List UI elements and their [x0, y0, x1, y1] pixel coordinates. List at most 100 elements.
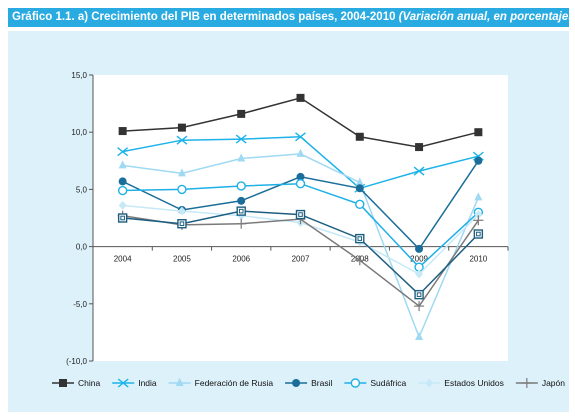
y-tick-label: 5,0 [76, 185, 88, 194]
series-federacion-de-rusia [118, 148, 483, 340]
legend-label: Sudáfrica [370, 378, 406, 388]
data-point-china [237, 109, 246, 118]
legend-label: Estados Unidos [444, 378, 504, 388]
data-point-estados-unidos [177, 206, 186, 216]
legend-marker [117, 378, 129, 388]
marker-inner [357, 236, 363, 241]
marker-stroke [117, 378, 129, 388]
data-point-india [413, 166, 425, 176]
data-point-federacion-de-rusia [177, 168, 186, 177]
data-point-brasil [415, 244, 424, 253]
data-point-sudafrica [117, 185, 128, 196]
legend-item-sudafrica: Sudáfrica [344, 378, 407, 388]
data-point-ue [355, 233, 365, 244]
marker-inner [238, 208, 244, 214]
data-point-federacion-de-rusia [474, 192, 483, 201]
marker-stroke [117, 147, 129, 157]
legend-item-india: India [112, 378, 157, 388]
figure-title-main: Gráfico 1.1. a) Crecimiento del PIB en d… [12, 11, 396, 23]
data-point-japon [414, 301, 425, 312]
legend-label: Federación de Rusia [195, 378, 274, 388]
legend-item-federacion-de-rusia: Federación de Rusia [168, 378, 274, 388]
data-point-ue [473, 229, 484, 239]
gdp-growth-line-chart: 15,0 10,0 5,0 0,0 -5,0 (-10,0 2004 2005 2006 2007… [52, 71, 565, 388]
y-tick-label: -5,0 [73, 300, 87, 309]
marker-stroke [413, 166, 425, 176]
marker-outer [414, 289, 424, 300]
x-tick-label: 2007 [292, 255, 310, 264]
marker-stroke [176, 135, 188, 145]
marker-stroke [235, 134, 247, 144]
y-tick-label: (-10,0 [66, 357, 87, 366]
data-point-china [355, 132, 364, 141]
y-tick-label: 0,0 [76, 243, 88, 252]
y-tick-label: 10,0 [71, 128, 87, 137]
legend-item-estados-unidos: Estados Unidos [418, 378, 504, 388]
series-layer [117, 93, 484, 340]
marker-outer [473, 229, 484, 239]
axes-layer: 15,0 10,0 5,0 0,0 -5,0 (-10,0 2004 2005 2006 2007… [66, 71, 509, 366]
marker-outer [295, 209, 306, 220]
data-point-sudafrica [355, 199, 365, 209]
figure-title: Gráfico 1.1. a) Crecimiento del PIB en d… [8, 8, 569, 27]
x-tick-label: 2006 [232, 255, 250, 264]
data-point-brasil [296, 172, 305, 181]
y-tick-label: 15,0 [71, 71, 87, 80]
data-point-china [296, 93, 305, 102]
data-point-federacion-de-rusia [355, 177, 364, 186]
data-point-ue [414, 289, 424, 300]
x-tick-label: 2004 [114, 255, 132, 264]
data-point-china [118, 127, 127, 136]
data-point-brasil [474, 156, 483, 165]
data-point-ue [177, 219, 187, 229]
data-point-india [176, 135, 188, 145]
data-point-ue [295, 209, 306, 220]
x-tick-label: 2005 [173, 255, 191, 264]
x-tick-label: 2009 [410, 255, 428, 264]
data-point-japon [354, 255, 365, 266]
marker-inner [476, 231, 481, 237]
marker-stroke [295, 132, 306, 142]
x-tick-label: 2010 [469, 255, 487, 264]
data-point-brasil [355, 184, 364, 193]
data-point-estados-unidos [118, 200, 127, 210]
data-point-japon [473, 215, 484, 226]
legend-item-china: China [52, 378, 100, 388]
legend-marker [292, 379, 301, 387]
data-point-estados-unidos [415, 269, 424, 279]
data-point-federacion-de-rusia [118, 160, 127, 169]
marker-inner [416, 292, 422, 297]
marker-outer [236, 206, 246, 216]
data-point-ue [236, 206, 246, 216]
legend-marker [59, 379, 67, 387]
marker-inner [120, 215, 125, 221]
legend-marker [350, 378, 361, 388]
legend-label: Japón [542, 378, 565, 388]
data-point-sudafrica [236, 181, 246, 191]
series-china [118, 93, 483, 152]
data-point-china [474, 128, 483, 137]
marker-inner [298, 212, 303, 217]
data-point-brasil [237, 196, 246, 205]
marker-outer [117, 213, 128, 223]
legend-marker [175, 378, 184, 386]
legend-label: India [138, 378, 157, 388]
figure-subtitle: (Variación anual, en porcentajes) [398, 11, 569, 23]
data-point-brasil [118, 177, 127, 186]
data-point-india [117, 147, 129, 157]
data-point-sudafrica [295, 178, 306, 189]
data-point-ue [117, 213, 128, 223]
data-point-india [235, 134, 247, 144]
data-point-federacion-de-rusia [415, 331, 424, 340]
marker-outer [177, 219, 187, 229]
series-ue [117, 206, 484, 300]
legend-marker [521, 378, 532, 388]
data-point-japon [236, 218, 247, 229]
legend-label: China [78, 378, 100, 388]
marker-inner [179, 221, 185, 227]
data-point-sudafrica [177, 184, 187, 195]
legend-layer: China India Federación de Rusia Brasil Sudáf… [52, 378, 565, 388]
data-point-federacion-de-rusia [237, 153, 246, 162]
marker-outer [355, 233, 365, 244]
data-point-federacion-de-rusia [296, 148, 305, 157]
